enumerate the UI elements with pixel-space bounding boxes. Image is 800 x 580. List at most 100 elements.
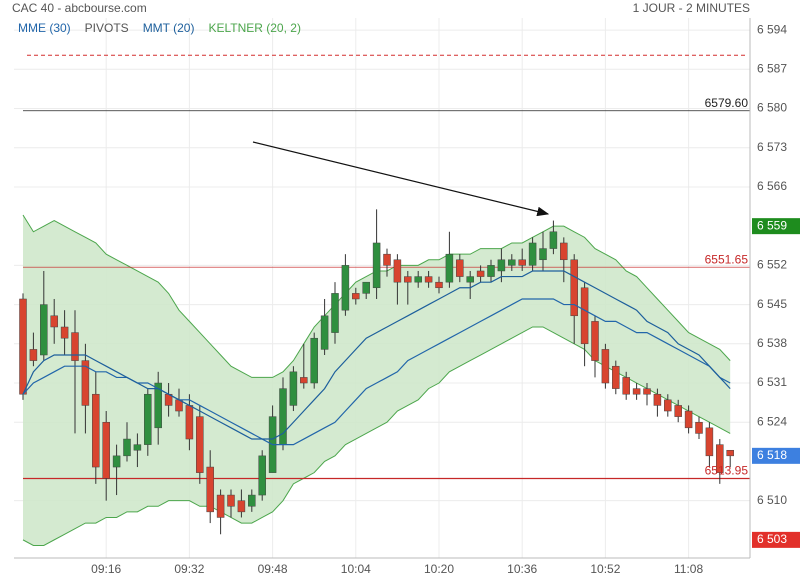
x-tick-label: 10:36 xyxy=(507,562,537,576)
x-tick-label: 09:32 xyxy=(174,562,204,576)
candle-body xyxy=(102,421,110,479)
candle-body xyxy=(528,242,537,266)
candle-body xyxy=(185,405,194,440)
y-tick-label: 6 566 xyxy=(757,179,787,193)
price-tag-label: 6 503 xyxy=(757,532,787,546)
y-tick-label: 6 587 xyxy=(757,61,787,75)
y-tick-label: 6 580 xyxy=(757,101,787,115)
candle-body xyxy=(310,337,318,384)
pivot-label: 6513.95 xyxy=(705,464,749,478)
candle-body xyxy=(216,494,225,518)
candle-body xyxy=(237,500,246,513)
candle-body xyxy=(643,388,651,395)
y-tick-label: 6 510 xyxy=(757,493,787,507)
candle-body xyxy=(300,377,308,384)
candle-body xyxy=(570,259,578,317)
candle-body xyxy=(40,304,48,356)
y-tick-label: 6 573 xyxy=(757,140,787,154)
candle-body xyxy=(50,315,58,328)
candle-body xyxy=(331,293,339,333)
y-tick-label: 6 594 xyxy=(757,22,787,36)
x-tick-label: 11:08 xyxy=(674,562,703,576)
candle-body xyxy=(206,466,214,513)
candle-body xyxy=(112,455,121,468)
price-tag-label: 6 518 xyxy=(757,448,787,462)
candle-body xyxy=(612,365,620,389)
candle-body xyxy=(539,248,547,261)
candle-body xyxy=(196,416,204,473)
y-tick-label: 6 552 xyxy=(757,258,787,272)
candle-body xyxy=(653,393,662,406)
y-tick-label: 6 538 xyxy=(757,336,787,350)
candle-body xyxy=(591,321,599,361)
candle-body xyxy=(414,276,422,283)
candle-body xyxy=(716,444,724,473)
candle-body xyxy=(258,455,266,496)
candle-body xyxy=(476,270,485,277)
candle-body xyxy=(456,259,464,277)
candle-body xyxy=(424,276,433,283)
chart-title: CAC 40 - abcbourse.com xyxy=(12,1,147,15)
candle-body xyxy=(664,399,672,412)
candle-body xyxy=(71,332,79,361)
plot xyxy=(19,54,750,546)
y-tick-label: 6 531 xyxy=(757,375,787,389)
candle-body xyxy=(341,265,350,311)
candle-body xyxy=(92,393,100,468)
legend-entry: MMT (20) xyxy=(143,21,195,35)
x-tick-label: 10:52 xyxy=(590,562,620,576)
candle-body xyxy=(320,315,329,350)
candle-body xyxy=(518,259,526,266)
candle-body xyxy=(29,349,38,361)
y-tick-label: 6 524 xyxy=(757,414,787,428)
candle-body xyxy=(435,281,443,289)
candle-body xyxy=(695,421,703,434)
ma-line xyxy=(22,298,731,446)
pivot-label: 6551.65 xyxy=(705,253,749,267)
candle-body xyxy=(279,388,287,445)
candle-body xyxy=(352,293,360,300)
pivot-label: 6579.60 xyxy=(705,96,749,110)
candle-body xyxy=(560,242,568,261)
price-tag xyxy=(752,531,800,548)
candle-body xyxy=(289,371,298,406)
candle-body xyxy=(684,410,693,429)
x-tick-label: 09:16 xyxy=(91,562,121,576)
candle-body xyxy=(144,393,152,445)
candle-body xyxy=(487,265,495,277)
candle-body xyxy=(123,438,131,457)
legend-entry: KELTNER (20, 2) xyxy=(208,21,300,35)
candle-body xyxy=(404,276,412,283)
candle-body xyxy=(154,382,162,429)
price-tag-label: 6 559 xyxy=(757,218,787,232)
trend-arrow xyxy=(252,141,550,217)
candle-body xyxy=(632,388,641,395)
candle-body xyxy=(601,349,610,384)
candle-body xyxy=(19,298,27,395)
candle-body xyxy=(622,377,630,395)
x-tick-label: 10:20 xyxy=(424,562,454,576)
y-tick-label: 6 545 xyxy=(757,297,787,311)
candle-body xyxy=(445,253,454,283)
candle-body xyxy=(133,444,142,451)
legend-entry: MME (30) xyxy=(18,21,71,35)
candle-body xyxy=(705,427,714,457)
candle-body xyxy=(372,242,381,289)
candle-body xyxy=(227,494,235,507)
price-tag xyxy=(752,447,800,464)
candle-body xyxy=(726,449,734,457)
candle-body xyxy=(497,259,506,272)
candle-body xyxy=(81,360,90,406)
legend-entry: PIVOTS xyxy=(85,21,129,35)
chart-subtitle: 1 JOUR - 2 MINUTES xyxy=(633,1,750,15)
candle-body xyxy=(362,281,370,294)
candle-body xyxy=(674,405,682,417)
candle-body xyxy=(466,276,474,283)
x-tick-label: 10:04 xyxy=(341,562,371,576)
candle-body xyxy=(580,287,589,345)
ma-line xyxy=(22,270,731,440)
overlay: 6 594 6 587 6 580 6 573 6 566 6 552 6 545 6 538… xyxy=(18,21,800,576)
candle-body xyxy=(60,326,69,339)
